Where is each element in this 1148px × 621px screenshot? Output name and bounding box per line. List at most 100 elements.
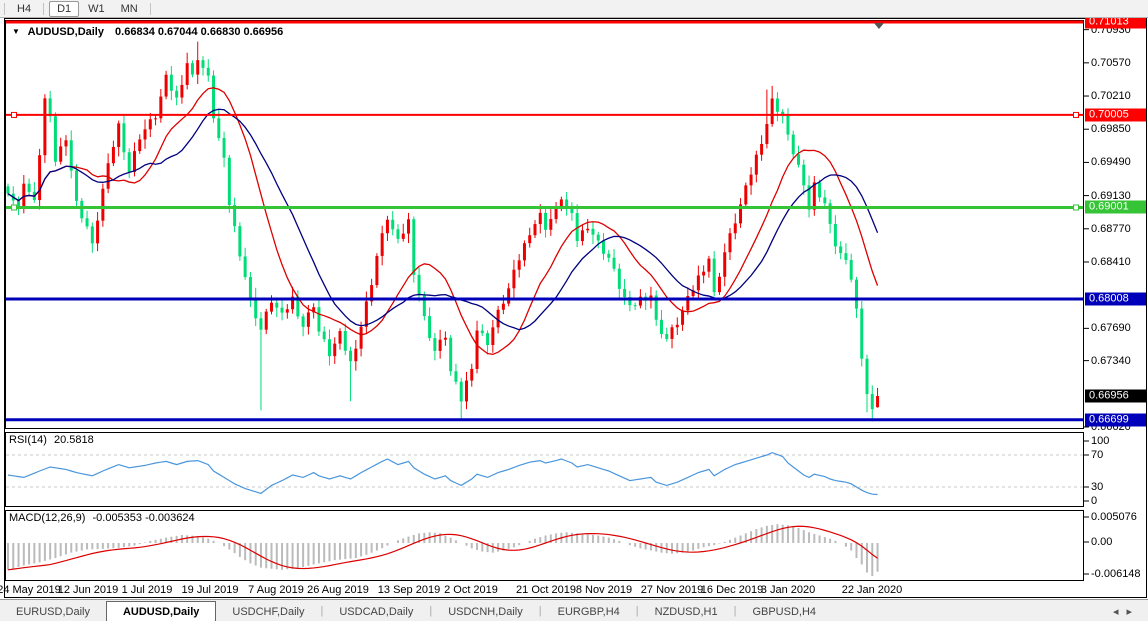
candlestick	[707, 258, 711, 272]
candlestick	[533, 224, 537, 236]
candlestick	[349, 350, 353, 362]
candlestick	[175, 90, 179, 98]
chart-shift-marker-icon[interactable]	[874, 23, 884, 29]
candlestick	[586, 228, 590, 231]
candlestick	[717, 276, 721, 293]
date-axis-label: 1 Jul 2019	[121, 584, 173, 596]
candlestick	[775, 98, 779, 112]
chart-tab-usdcad[interactable]: USDCAD,Daily	[339, 606, 414, 618]
date-axis-label: 24 May 2019	[0, 584, 61, 596]
candlestick	[797, 154, 800, 165]
chart-tab-eurgbp[interactable]: EURGBP,H4	[557, 606, 620, 618]
candlestick	[206, 67, 210, 76]
candlestick	[696, 275, 700, 291]
date-axis-label: 2 Oct 2019	[444, 584, 498, 596]
tab-separator: |	[635, 604, 639, 617]
rsi-axis-label: 70	[1091, 449, 1104, 461]
line-handle[interactable]	[11, 111, 17, 118]
candlestick	[665, 333, 669, 339]
rsi-current-value: 20.5818	[53, 434, 94, 446]
candlestick	[180, 84, 184, 98]
line-handle[interactable]	[11, 204, 17, 211]
candlestick	[770, 98, 774, 125]
candlestick	[291, 296, 295, 310]
candlestick	[860, 308, 864, 359]
candlestick	[744, 185, 748, 205]
candlestick	[865, 358, 869, 395]
candlestick	[148, 119, 152, 130]
candlestick	[275, 302, 279, 308]
candlestick	[359, 326, 363, 349]
candlestick	[849, 259, 853, 280]
chart-tab-nzdusd[interactable]: NZDUSD,H1	[654, 606, 718, 618]
price-level-badge: 0.71013	[1085, 15, 1146, 29]
candlestick	[870, 394, 874, 410]
candlestick	[117, 123, 121, 147]
chart-tab-usdchf[interactable]: USDCHF,Daily	[232, 606, 305, 618]
candlestick	[438, 339, 442, 351]
timeframe-button-W1[interactable]: W1	[88, 2, 105, 15]
candlestick	[85, 218, 89, 227]
candlestick	[491, 327, 495, 346]
candlestick	[544, 212, 548, 230]
candlestick	[728, 233, 732, 253]
candlestick	[322, 331, 326, 340]
candlestick	[475, 330, 479, 369]
price-axis-tick: 0.70210	[1091, 90, 1131, 103]
price-axis-tick: 0.69490	[1091, 156, 1131, 169]
candlestick	[385, 219, 389, 234]
date-axis-label: 3 Jan 2020	[760, 584, 816, 596]
candlestick	[612, 257, 616, 269]
candlestick	[802, 164, 806, 186]
candlestick	[248, 277, 252, 298]
rsi-indicator-label: RSI(14) 20.5818	[9, 434, 94, 446]
date-axis-label: 12 Jun 2019	[57, 584, 119, 596]
line-handle[interactable]	[1073, 111, 1079, 118]
date-axis-label: 27 Nov 2019	[640, 584, 704, 596]
price-axis-tick: 0.69130	[1091, 189, 1131, 202]
price-chart-canvas[interactable]	[0, 17, 1148, 599]
rsi-axis-label: 30	[1091, 481, 1104, 493]
price-axis-tick: 0.67340	[1091, 354, 1131, 367]
candlestick	[638, 296, 642, 306]
macd-axis-label: 0.005076	[1091, 511, 1137, 523]
line-handle[interactable]	[1073, 204, 1079, 211]
chart-menu-icon[interactable]: ▼	[12, 27, 20, 36]
candlestick	[654, 295, 658, 320]
price-axis-tick: 0.67690	[1091, 322, 1131, 335]
chart-tab-usdcnh[interactable]: USDCNH,Daily	[448, 606, 523, 618]
candlestick	[59, 146, 63, 162]
chart-tab-audusd[interactable]: AUDUSD,Daily	[105, 601, 217, 621]
candlestick	[27, 183, 31, 192]
candlestick	[327, 339, 331, 357]
candlestick	[486, 333, 490, 346]
candlestick	[132, 151, 136, 172]
candlestick	[739, 204, 743, 224]
timeframe-button-D1[interactable]: D1	[49, 0, 80, 17]
tabs-scroll-right-icon[interactable]: ▸	[1126, 606, 1140, 618]
candlestick	[823, 197, 827, 204]
chart-tab-gbpusd[interactable]: GBPUSD,H4	[752, 606, 817, 618]
candlestick	[443, 337, 447, 340]
chart-tab-bar: EURUSD,Daily AUDUSD,Daily USDCHF,Daily | USD…	[0, 599, 1148, 621]
candlestick	[480, 330, 484, 334]
candlestick	[75, 170, 79, 201]
candlestick	[459, 381, 463, 402]
macd-signal-line	[7, 525, 878, 571]
candlestick	[433, 338, 437, 351]
timeframe-button-MN[interactable]: MN	[120, 2, 138, 15]
candlestick	[470, 368, 474, 381]
candlestick	[396, 229, 400, 239]
chart-tab-eurusd[interactable]: EURUSD,Daily	[16, 606, 90, 618]
candlestick	[428, 316, 432, 339]
candlestick	[364, 301, 368, 327]
candlestick	[164, 74, 168, 97]
candlestick	[212, 75, 216, 119]
candlestick	[338, 331, 342, 344]
tabs-scroll-left-icon[interactable]: ◂	[1112, 606, 1127, 618]
candlestick	[412, 219, 416, 275]
candlestick	[380, 233, 384, 256]
candlestick	[839, 246, 843, 254]
candlestick	[633, 305, 637, 307]
timeframe-button-H4[interactable]: H4	[17, 2, 32, 15]
